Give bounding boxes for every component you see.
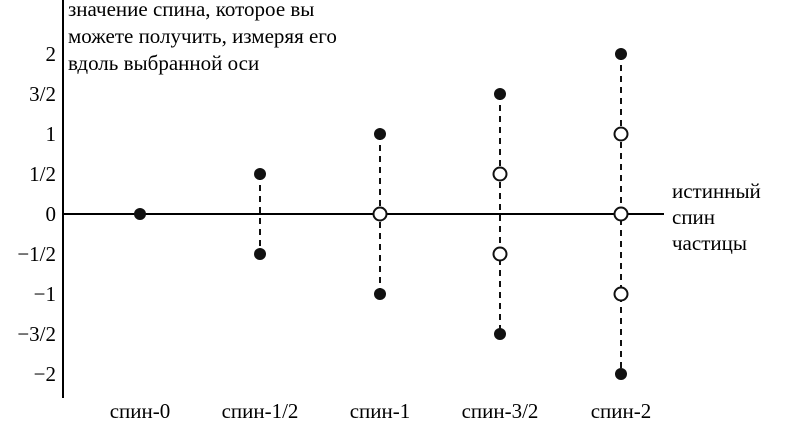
filled-marker (254, 248, 266, 260)
y-tick-label: −3/2 (17, 322, 56, 346)
y-tick-label: 1/2 (29, 162, 56, 186)
title-line-3: вдоль выбранной оси (68, 51, 259, 75)
open-marker (613, 126, 629, 142)
open-marker (613, 286, 629, 302)
x-category-label: спин-1/2 (222, 399, 299, 423)
filled-marker (615, 368, 627, 380)
filled-marker (494, 328, 506, 340)
open-marker (492, 246, 508, 262)
x-axis-title-line-2: спин (672, 205, 715, 229)
filled-marker (134, 208, 146, 220)
y-tick-label: −2 (34, 362, 56, 386)
x-axis-title-line-3: частицы (672, 231, 747, 255)
y-tick-label: −1 (34, 282, 56, 306)
filled-marker (374, 288, 386, 300)
y-tick-label: −1/2 (17, 242, 56, 266)
title-line-1: значение спина, которое вы (68, 0, 314, 21)
open-marker (492, 166, 508, 182)
y-tick-label: 3/2 (29, 82, 56, 106)
open-marker (372, 206, 388, 222)
x-category-label: спин-3/2 (462, 399, 539, 423)
y-tick-label: 2 (46, 42, 57, 66)
chart-title: значение спина, которое вы можете получи… (68, 0, 337, 75)
filled-marker (254, 168, 266, 180)
y-tick-label: 0 (46, 202, 57, 226)
title-line-2: можете получить, измеряя его (68, 24, 337, 48)
filled-marker (494, 88, 506, 100)
x-category-label: спин-1 (350, 399, 411, 423)
x-axis-title: истинный спин частицы (672, 179, 761, 255)
x-axis-title-line-1: истинный (672, 179, 761, 203)
open-marker (613, 206, 629, 222)
filled-marker (374, 128, 386, 140)
x-category-label: спин-2 (591, 399, 652, 423)
y-tick-label: 1 (46, 122, 57, 146)
filled-marker (615, 48, 627, 60)
x-category-label: спин-0 (110, 399, 171, 423)
